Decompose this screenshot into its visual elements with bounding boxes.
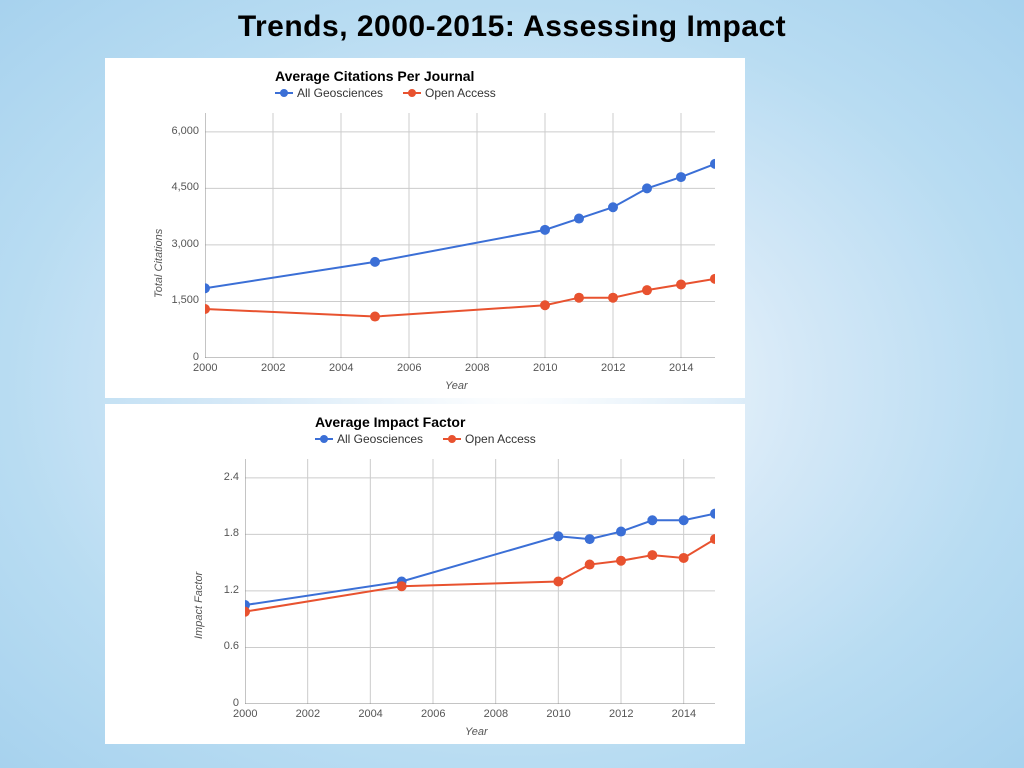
page-title: Trends, 2000-2015: Assessing Impact (0, 0, 1024, 44)
x-tick-label: 2012 (601, 362, 625, 374)
chart2-ylabel: Impact Factor (193, 572, 205, 639)
y-tick-label: 0.6 (224, 640, 239, 652)
y-tick-label: 3,000 (171, 238, 199, 250)
x-tick-label: 2002 (296, 708, 320, 720)
x-tick-label: 2004 (329, 362, 353, 374)
charts-container: Average Citations Per Journal All Geosci… (105, 58, 745, 758)
x-tick-label: 2000 (193, 362, 217, 374)
legend-label: All Geosciences (297, 86, 383, 100)
x-tick-label: 2012 (609, 708, 633, 720)
y-tick-label: 2.4 (224, 471, 239, 483)
data-point (710, 509, 715, 519)
data-point (608, 293, 618, 303)
x-tick-label: 2010 (533, 362, 557, 374)
data-point (553, 577, 563, 587)
x-tick-label: 2004 (358, 708, 382, 720)
chart1-plot-area (205, 113, 715, 358)
data-point (642, 285, 652, 295)
legend-item: Open Access (403, 86, 496, 100)
legend-swatch-icon (275, 92, 293, 94)
chart2-legend: All Geosciences Open Access (315, 432, 745, 446)
data-point (676, 280, 686, 290)
y-tick-label: 6,000 (171, 125, 199, 137)
chart2-xlabel: Year (465, 726, 488, 738)
y-tick-label: 4,500 (171, 181, 199, 193)
series-line (205, 279, 715, 317)
series-line (245, 539, 715, 612)
data-point (205, 283, 210, 293)
data-point (647, 515, 657, 525)
legend-swatch-icon (315, 438, 333, 440)
chart1-ylabel: Total Citations (153, 229, 165, 298)
data-point (397, 581, 407, 591)
impact-factor-chart-panel: Average Impact Factor All Geosciences Ope… (105, 404, 745, 744)
legend-label: Open Access (425, 86, 496, 100)
legend-swatch-icon (443, 438, 461, 440)
chart2-plot-area (245, 459, 715, 704)
chart2-title: Average Impact Factor (315, 414, 745, 430)
legend-label: Open Access (465, 432, 536, 446)
data-point (616, 527, 626, 537)
x-tick-label: 2014 (672, 708, 696, 720)
citations-chart-panel: Average Citations Per Journal All Geosci… (105, 58, 745, 398)
x-tick-label: 2008 (465, 362, 489, 374)
x-tick-label: 2008 (484, 708, 508, 720)
data-point (553, 531, 563, 541)
chart1-xlabel: Year (445, 380, 468, 392)
y-tick-label: 1.2 (224, 584, 239, 596)
x-tick-label: 2006 (397, 362, 421, 374)
x-tick-label: 2000 (233, 708, 257, 720)
y-tick-label: 1,500 (171, 294, 199, 306)
chart1-title: Average Citations Per Journal (275, 68, 745, 84)
data-point (647, 550, 657, 560)
data-point (676, 172, 686, 182)
series-line (205, 164, 715, 288)
chart-svg (245, 459, 715, 704)
data-point (540, 300, 550, 310)
data-point (574, 293, 584, 303)
data-point (540, 225, 550, 235)
x-tick-label: 2006 (421, 708, 445, 720)
data-point (608, 202, 618, 212)
chart1-legend: All Geosciences Open Access (275, 86, 745, 100)
data-point (370, 257, 380, 267)
data-point (205, 304, 210, 314)
legend-swatch-icon (403, 92, 421, 94)
data-point (710, 274, 715, 284)
x-tick-label: 2002 (261, 362, 285, 374)
data-point (710, 159, 715, 169)
data-point (679, 515, 689, 525)
y-tick-label: 1.8 (224, 527, 239, 539)
data-point (616, 556, 626, 566)
x-tick-label: 2014 (669, 362, 693, 374)
data-point (585, 560, 595, 570)
legend-label: All Geosciences (337, 432, 423, 446)
data-point (642, 183, 652, 193)
data-point (245, 607, 250, 617)
data-point (370, 312, 380, 322)
legend-item: All Geosciences (315, 432, 423, 446)
data-point (679, 553, 689, 563)
data-point (585, 534, 595, 544)
data-point (574, 214, 584, 224)
chart-svg (205, 113, 715, 358)
legend-item: Open Access (443, 432, 536, 446)
x-tick-label: 2010 (546, 708, 570, 720)
legend-item: All Geosciences (275, 86, 383, 100)
